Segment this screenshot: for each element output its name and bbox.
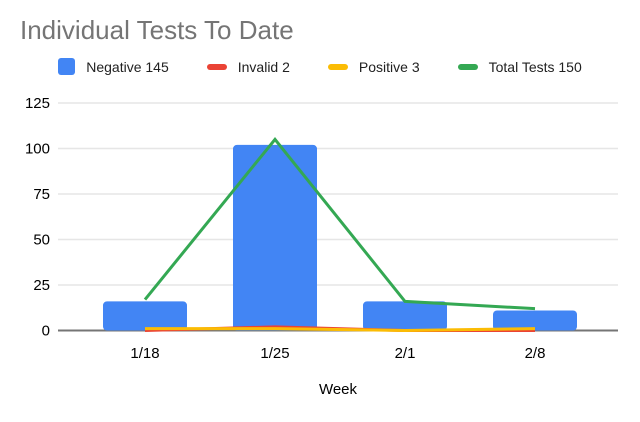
legend-label-total: Total Tests 150 — [488, 58, 582, 75]
positive-series-swatch-icon — [327, 63, 348, 70]
y-axis-ticks: 0 25 50 75 100 125 — [25, 95, 50, 340]
invalid-series-swatch-icon — [206, 63, 227, 70]
x-axis-ticks: 1/18 1/25 2/1 2/8 — [130, 345, 545, 362]
y-tick-label-125: 125 — [25, 95, 50, 112]
legend-item-invalid: Invalid 2 — [206, 58, 290, 75]
y-tick-label-100: 100 — [25, 141, 50, 158]
bar-1/18 — [103, 301, 187, 331]
legend-item-positive: Positive 3 — [327, 58, 420, 75]
y-tick-label-25: 25 — [33, 277, 50, 294]
line-series — [143, 137, 536, 333]
y-tick-label-0: 0 — [42, 323, 50, 340]
total-series-swatch-icon — [457, 63, 478, 70]
legend-item-total: Total Tests 150 — [457, 58, 582, 75]
line-positive-3 — [145, 327, 536, 333]
bar-1/25 — [233, 144, 317, 331]
line-total-tests-150 — [143, 137, 536, 311]
legend: Negative 145 Invalid 2 Positive 3 Total … — [0, 58, 640, 75]
x-axis-title: Week — [319, 381, 358, 398]
x-tick-label-2/1: 2/1 — [395, 345, 416, 362]
bar-2/1 — [363, 301, 447, 331]
legend-label-negative: Negative 145 — [86, 58, 169, 75]
bar-series — [103, 144, 577, 331]
bar-2/8 — [493, 310, 577, 331]
legend-label-positive: Positive 3 — [358, 58, 420, 75]
legend-label-invalid: Invalid 2 — [237, 58, 290, 75]
x-tick-label-1/25: 1/25 — [260, 345, 289, 362]
y-tick-label-75: 75 — [33, 186, 50, 203]
y-tick-label-50: 50 — [33, 232, 50, 249]
chart-title: Individual Tests To Date — [20, 15, 294, 45]
negative-series-swatch-icon — [58, 58, 76, 75]
x-tick-label-1/18: 1/18 — [130, 345, 159, 362]
legend-item-negative: Negative 145 — [58, 58, 169, 75]
x-tick-label-2/8: 2/8 — [525, 345, 546, 362]
